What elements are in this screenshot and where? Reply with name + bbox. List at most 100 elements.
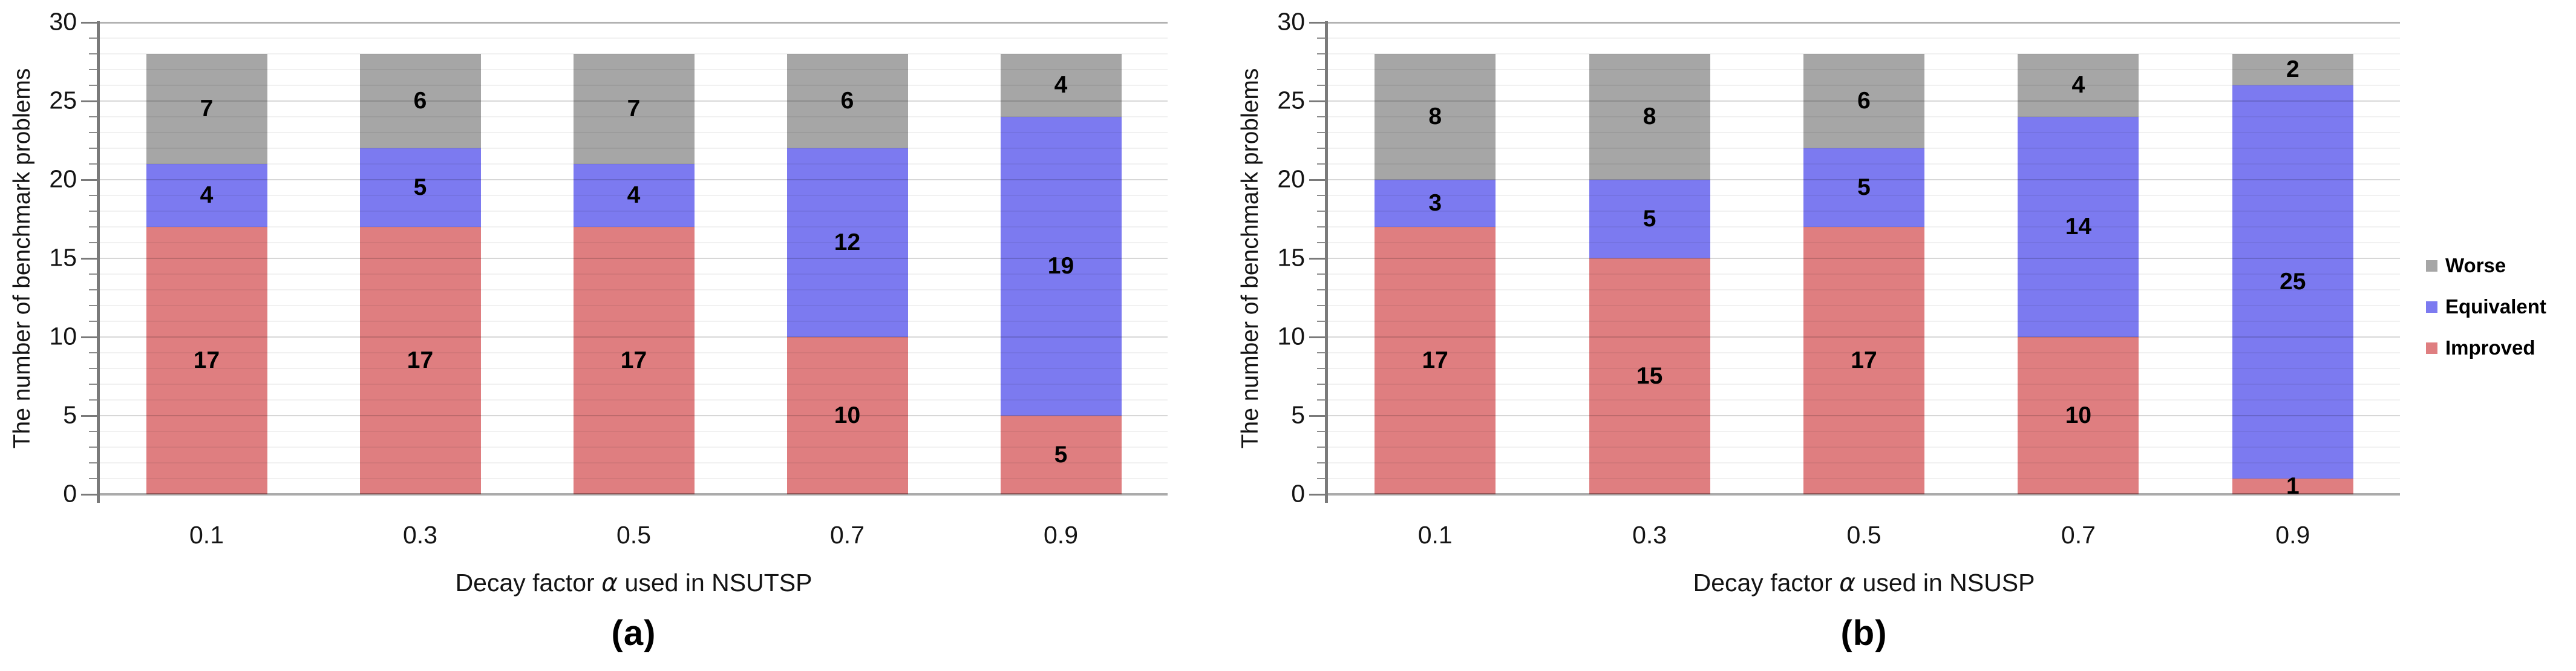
bar-value-label: 5 [1643, 206, 1656, 232]
y-minor-tick [89, 305, 97, 306]
y-minor-tick [1317, 195, 1326, 196]
bar-value-label: 1 [2286, 473, 2300, 499]
y-minor-tick [1317, 384, 1326, 385]
y-minor-tick [1317, 163, 1326, 165]
bar-segment-equivalent [359, 148, 481, 227]
bar-segment-improved [359, 227, 481, 494]
bar-segment-worse [359, 54, 481, 148]
y-minor-tick [89, 132, 97, 133]
y-tick-label: 0 [63, 479, 77, 508]
bar-value-label: 12 [834, 229, 861, 255]
bar-value-label: 14 [2065, 214, 2092, 240]
bar-segment-improved [1803, 227, 1924, 494]
y-minor-tick [1317, 368, 1326, 369]
bar-value-label: 17 [1422, 347, 1448, 373]
y-tick-label: 30 [1277, 7, 1305, 36]
bar-value-label: 4 [2071, 72, 2085, 98]
bar-segment-improved [1000, 416, 1122, 494]
bar-segment-worse [1589, 54, 1710, 180]
caption-b: (b) [1840, 614, 1888, 653]
bar-value-label: 6 [1857, 88, 1871, 114]
bar-segment-equivalent [2018, 117, 2139, 337]
y-tick-label: 20 [1277, 165, 1305, 193]
legend-label: Worse [2445, 254, 2506, 277]
y-tick-label: 30 [49, 7, 77, 36]
bar-value-label: 10 [834, 402, 861, 428]
y-minor-tick [89, 148, 97, 149]
bar-value-label: 10 [2065, 402, 2092, 428]
y-major-tick [1309, 179, 1326, 181]
alpha-symbol: α [1839, 568, 1856, 597]
y-minor-tick [89, 211, 97, 212]
y-minor-tick [89, 69, 97, 70]
y-major-tick [81, 258, 97, 260]
y-minor-tick [1317, 321, 1326, 322]
y-major-tick [1309, 258, 1326, 260]
bar-segment-improved [146, 227, 267, 494]
bar-value-label: 4 [200, 182, 214, 208]
y-minor-tick [1317, 447, 1326, 448]
bar-value-label: 5 [1857, 174, 1871, 200]
y-minor-tick [89, 53, 97, 54]
x-tick-label: 0.3 [1632, 521, 1667, 549]
y-minor-tick [89, 116, 97, 117]
alpha-symbol: α [601, 568, 618, 597]
y-minor-tick [89, 321, 97, 322]
plot-area: 17 3 8 15 5 8 17 5 6 10 14 4 1 25 2 [1328, 22, 2400, 499]
y-minor-tick [89, 447, 97, 448]
y-tick-label: 0 [1291, 479, 1305, 508]
bar-value-label: 2 [2286, 56, 2300, 82]
x-axis-title-text: used in NSUSP [1855, 569, 2035, 597]
y-minor-tick [1317, 211, 1326, 212]
y-major-tick [1309, 336, 1326, 338]
equivalent-swatch-icon [2426, 301, 2437, 313]
y-minor-tick [1317, 289, 1326, 290]
y-axis-line [1325, 21, 1328, 503]
legend-label: Equivalent [2445, 295, 2546, 318]
y-minor-tick [89, 85, 97, 86]
y-tick-label: 25 [49, 86, 77, 114]
bar-value-label: 7 [627, 96, 641, 122]
legend-label: Improved [2445, 336, 2535, 359]
y-minor-tick [1317, 462, 1326, 463]
y-minor-tick [1317, 352, 1326, 353]
bar-value-label: 6 [840, 88, 854, 114]
y-minor-tick [89, 242, 97, 243]
y-minor-tick [1317, 431, 1326, 432]
bar-segment-equivalent [1375, 180, 1496, 227]
y-minor-tick [1317, 85, 1326, 86]
bar-value-label: 17 [193, 347, 220, 373]
y-tick-label: 10 [1277, 322, 1305, 350]
legend-entry-improved: Improved [2426, 336, 2546, 359]
y-minor-tick [89, 368, 97, 369]
x-tick-label: 0.9 [2275, 521, 2310, 549]
x-tick-label: 0.3 [403, 521, 437, 549]
bar-segment-improved [2018, 337, 2139, 494]
x-tick-label: 0.9 [1044, 521, 1078, 549]
legend: Worse Equivalent Improved [2426, 254, 2546, 359]
bar-segment-equivalent [146, 164, 267, 227]
y-tick-label: 5 [63, 401, 77, 429]
plot-area: 17 4 7 17 5 6 17 4 7 10 12 6 5 19 4 [100, 22, 1168, 494]
legend-entry-worse: Worse [2426, 254, 2546, 277]
y-minor-tick [1317, 478, 1326, 479]
x-axis-title: Decay factor α used in NSUSP [1693, 568, 2035, 597]
y-major-tick [81, 100, 97, 102]
bar-segment-equivalent [1589, 180, 1710, 258]
legend-entry-equivalent: Equivalent [2426, 295, 2546, 318]
bar-segment-worse [146, 54, 267, 164]
bar-segment-worse [1375, 54, 1496, 180]
bar-value-label: 8 [1428, 103, 1442, 129]
y-major-tick [1309, 100, 1326, 102]
bar-value-label: 6 [413, 88, 427, 114]
y-tick-label: 5 [1291, 401, 1305, 429]
y-tick-label: 25 [1277, 86, 1305, 114]
y-major-tick [1309, 415, 1326, 417]
x-tick-label: 0.5 [1846, 521, 1881, 549]
caption-a: (a) [611, 614, 656, 653]
x-axis-title-text: Decay factor [455, 569, 602, 597]
y-minor-tick [89, 478, 97, 479]
bar-value-label: 17 [407, 347, 434, 373]
y-minor-tick [1317, 116, 1326, 117]
